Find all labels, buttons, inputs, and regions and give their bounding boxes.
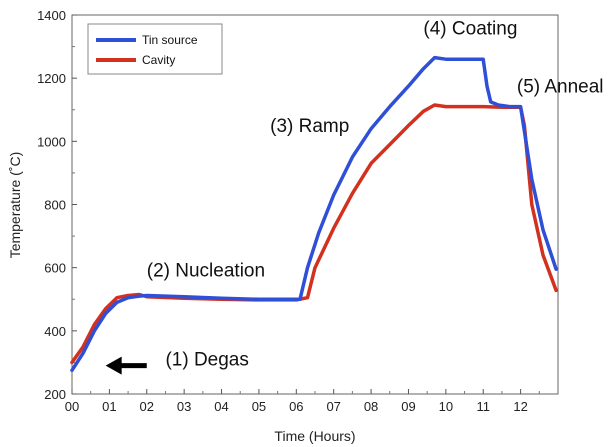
x-axis-label: Time (Hours) (274, 428, 355, 444)
x-tick-label: 00 (65, 399, 79, 414)
x-tick-label: 02 (140, 399, 154, 414)
x-tick-label: 12 (513, 399, 527, 414)
x-tick-label: 09 (401, 399, 415, 414)
x-tick-label: 03 (177, 399, 191, 414)
series-layer (70, 55, 558, 373)
y-tick-label: 600 (44, 261, 66, 276)
series-line-tin-source (70, 55, 558, 373)
y-tick-label: 1000 (37, 134, 66, 149)
x-tick-label: 05 (252, 399, 266, 414)
x-tick-label: 10 (439, 399, 453, 414)
y-tick-label: 200 (44, 387, 66, 402)
x-tick-label: 06 (289, 399, 303, 414)
annotation-label: (4) Coating (423, 19, 517, 40)
legend-label-tin-source: Tin source (142, 33, 198, 47)
y-tick-label: 400 (44, 324, 66, 339)
legend-label-cavity: Cavity (142, 53, 175, 67)
y-axis-label: Temperature (˚C) (7, 152, 23, 259)
x-tick-label: 01 (102, 399, 116, 414)
legend: Tin source Cavity (87, 23, 223, 75)
y-tick-label: 800 (44, 198, 66, 213)
y-tick-label: 1200 (37, 71, 66, 86)
y-axis: 200 400 600 800 1000 1200 1400 (37, 8, 77, 402)
annotation-label: (3) Ramp (270, 116, 349, 137)
x-tick-label: 07 (326, 399, 340, 414)
x-tick-label: 04 (214, 399, 228, 414)
annotation-label: (2) Nucleation (147, 261, 265, 282)
degas-arrow-head (105, 356, 122, 375)
x-axis: 00 01 02 03 04 05 06 07 08 09 10 11 12 (65, 389, 540, 414)
series-line-cavity (70, 103, 558, 365)
annotation-label: (1) Degas (165, 350, 248, 371)
y-tick-label: 1400 (37, 8, 66, 23)
legend-box (87, 23, 223, 75)
annotation-label: (5) Anneal (517, 76, 604, 97)
x-tick-label: 08 (364, 399, 378, 414)
x-tick-label: 11 (476, 399, 490, 414)
annotations: (1) Degas (2) Nucleation (3) Ramp (4) Coati… (105, 19, 604, 375)
